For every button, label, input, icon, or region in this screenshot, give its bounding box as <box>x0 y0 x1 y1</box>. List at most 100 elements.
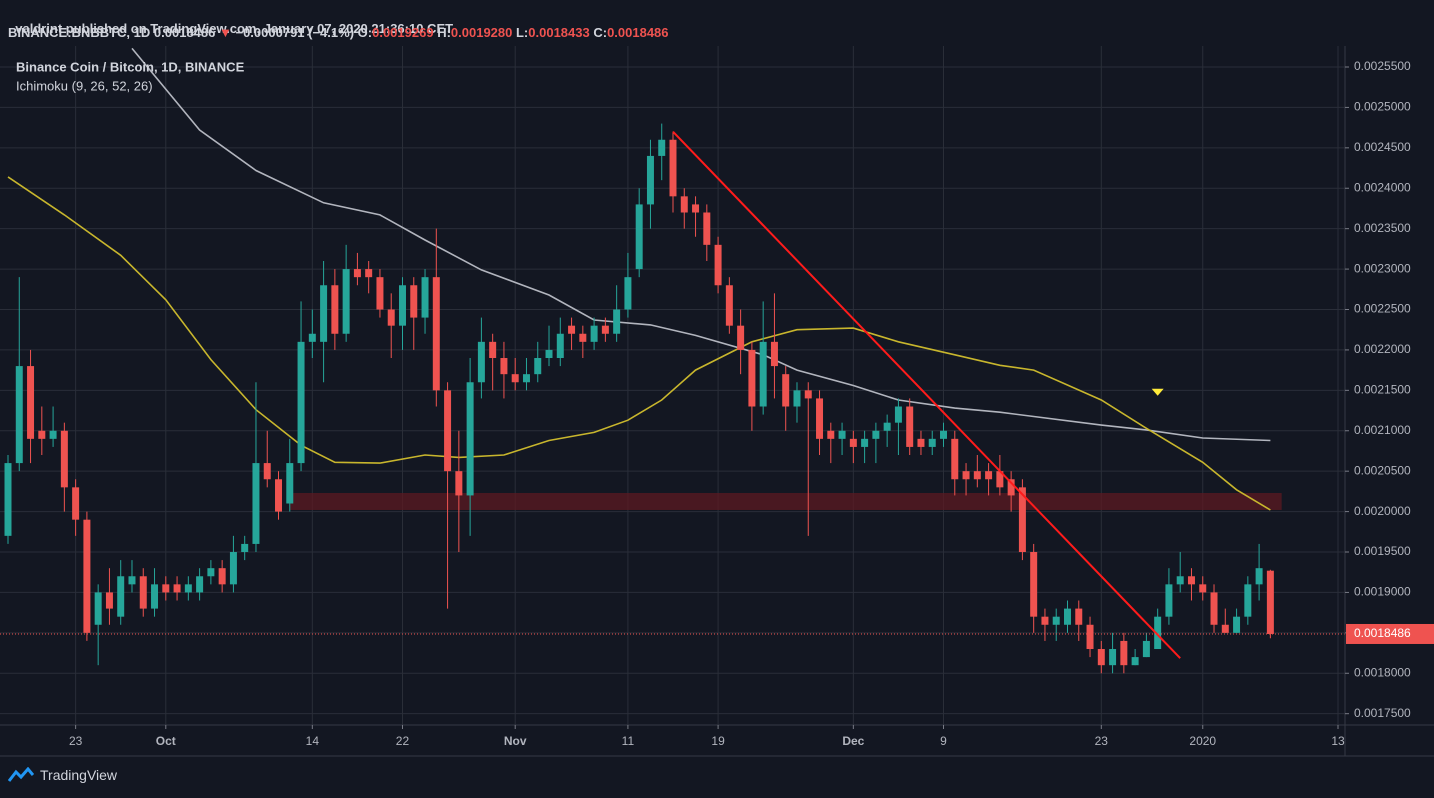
candle-body <box>669 139 677 197</box>
candle-body <box>714 244 722 286</box>
candle-body <box>353 269 361 278</box>
candle-body <box>692 204 700 213</box>
low-value: 0.0018433 <box>528 25 590 40</box>
candle-body <box>1131 657 1139 666</box>
x-tick-label: 14 <box>306 734 320 748</box>
candle-body <box>1007 479 1015 496</box>
candle-body <box>207 568 215 577</box>
candle-body <box>816 398 824 439</box>
footer: TradingView <box>8 767 117 783</box>
candle-body <box>241 543 249 553</box>
trend-line <box>672 131 1181 659</box>
candle-body <box>556 333 564 359</box>
chart-title: Binance Coin / Bitcoin, 1D, BINANCE <box>16 59 245 74</box>
candle-body <box>477 341 485 383</box>
candle-body <box>1165 584 1173 617</box>
x-tick-label: 13 <box>1331 734 1345 748</box>
candle-body <box>534 358 542 375</box>
candle-body <box>105 592 113 609</box>
publisher: valdrint published on TradingView.com, J… <box>15 21 454 36</box>
candle-body <box>1063 608 1071 625</box>
candle-body <box>1244 584 1252 617</box>
x-tick-label: 2020 <box>1189 734 1216 748</box>
candle-body <box>838 430 846 439</box>
candle-body <box>218 568 226 585</box>
open-value: 0.0019269 <box>372 25 434 40</box>
chart-background <box>0 46 1434 758</box>
candle-body <box>320 285 328 342</box>
y-tick-label: 0.0024500 <box>1354 140 1411 154</box>
brand: TradingView <box>40 767 118 783</box>
high-label: H: <box>437 25 451 40</box>
y-tick-label: 0.0019000 <box>1354 585 1411 599</box>
candle-body <box>568 325 576 334</box>
candle-body <box>973 471 981 480</box>
candle-body <box>849 438 857 447</box>
candle-body <box>297 341 305 464</box>
candle-body <box>1109 649 1117 666</box>
candle-body <box>748 349 756 407</box>
candle-body <box>376 277 384 310</box>
candle-body <box>410 285 418 318</box>
high-value: 0.0019280 <box>450 25 513 40</box>
publisher-line: valdrint published on TradingView.com, J… <box>8 6 453 36</box>
candle-body <box>15 366 23 464</box>
candle-body <box>804 390 812 399</box>
candle-body <box>229 552 237 585</box>
signal-marker <box>1151 388 1164 396</box>
candle-body <box>308 333 316 342</box>
y-tick-label: 0.0023000 <box>1354 261 1411 275</box>
candle-body <box>432 277 440 391</box>
ichimoku-line <box>7 176 1271 511</box>
candle-body <box>1176 576 1184 585</box>
chart: Binance Coin / Bitcoin, 1D, BINANCE Ichi… <box>0 46 1434 758</box>
candle-body <box>894 406 902 423</box>
logo-path <box>8 767 34 782</box>
candle-body <box>996 471 1004 488</box>
candle-body <box>27 366 35 439</box>
candle-body <box>725 285 733 326</box>
y-tick-label: 0.0023500 <box>1354 221 1411 235</box>
candle-body <box>985 471 993 480</box>
candle-body <box>522 374 530 383</box>
x-tick-label: Oct <box>156 734 176 748</box>
candle-body <box>635 204 643 270</box>
candle-body <box>173 584 181 593</box>
candle-body <box>624 277 632 310</box>
candle-body <box>917 438 925 447</box>
candle-body <box>1120 640 1128 666</box>
candle-body <box>489 341 497 359</box>
candle-body <box>342 269 350 334</box>
x-tick-label: 11 <box>622 734 635 748</box>
open-label: O: <box>357 25 373 40</box>
indicator-label: Ichimoku (9, 26, 52, 26) <box>16 78 153 93</box>
y-tick-label: 0.0022500 <box>1354 302 1411 316</box>
candle-body <box>646 155 654 205</box>
y-tick-label: 0.0021500 <box>1354 383 1411 397</box>
y-tick-label: 0.0017500 <box>1354 706 1411 720</box>
candle-body <box>1210 592 1218 625</box>
ohlc-line: BINANCE:BNBBTC, 1D 0.0018486 ▼ −0.000079… <box>8 25 669 40</box>
ichimoku-line <box>131 47 1271 442</box>
candle-body <box>139 576 147 609</box>
x-tick-label: Nov <box>504 734 527 748</box>
candle-body <box>455 471 463 496</box>
candle-body <box>196 576 204 593</box>
candle-body <box>466 382 474 496</box>
candle-body <box>1041 616 1049 625</box>
y-tick-label: 0.0020000 <box>1354 504 1411 518</box>
candle-body <box>1086 624 1094 650</box>
change: −0.0000791 (−4.1%) <box>235 25 355 40</box>
candle-body <box>1052 616 1060 625</box>
candle-body <box>940 430 948 439</box>
candle-body <box>601 325 609 334</box>
candle-body <box>703 212 711 245</box>
candle-body <box>184 584 192 593</box>
candle-body <box>906 406 914 447</box>
candle-body <box>590 325 598 342</box>
candle-body <box>72 487 80 520</box>
y-tick-label: 0.0025000 <box>1354 100 1411 114</box>
x-tick-label: 22 <box>396 734 410 748</box>
change-arrow: ▼ <box>218 25 232 40</box>
candle-body <box>252 463 260 544</box>
